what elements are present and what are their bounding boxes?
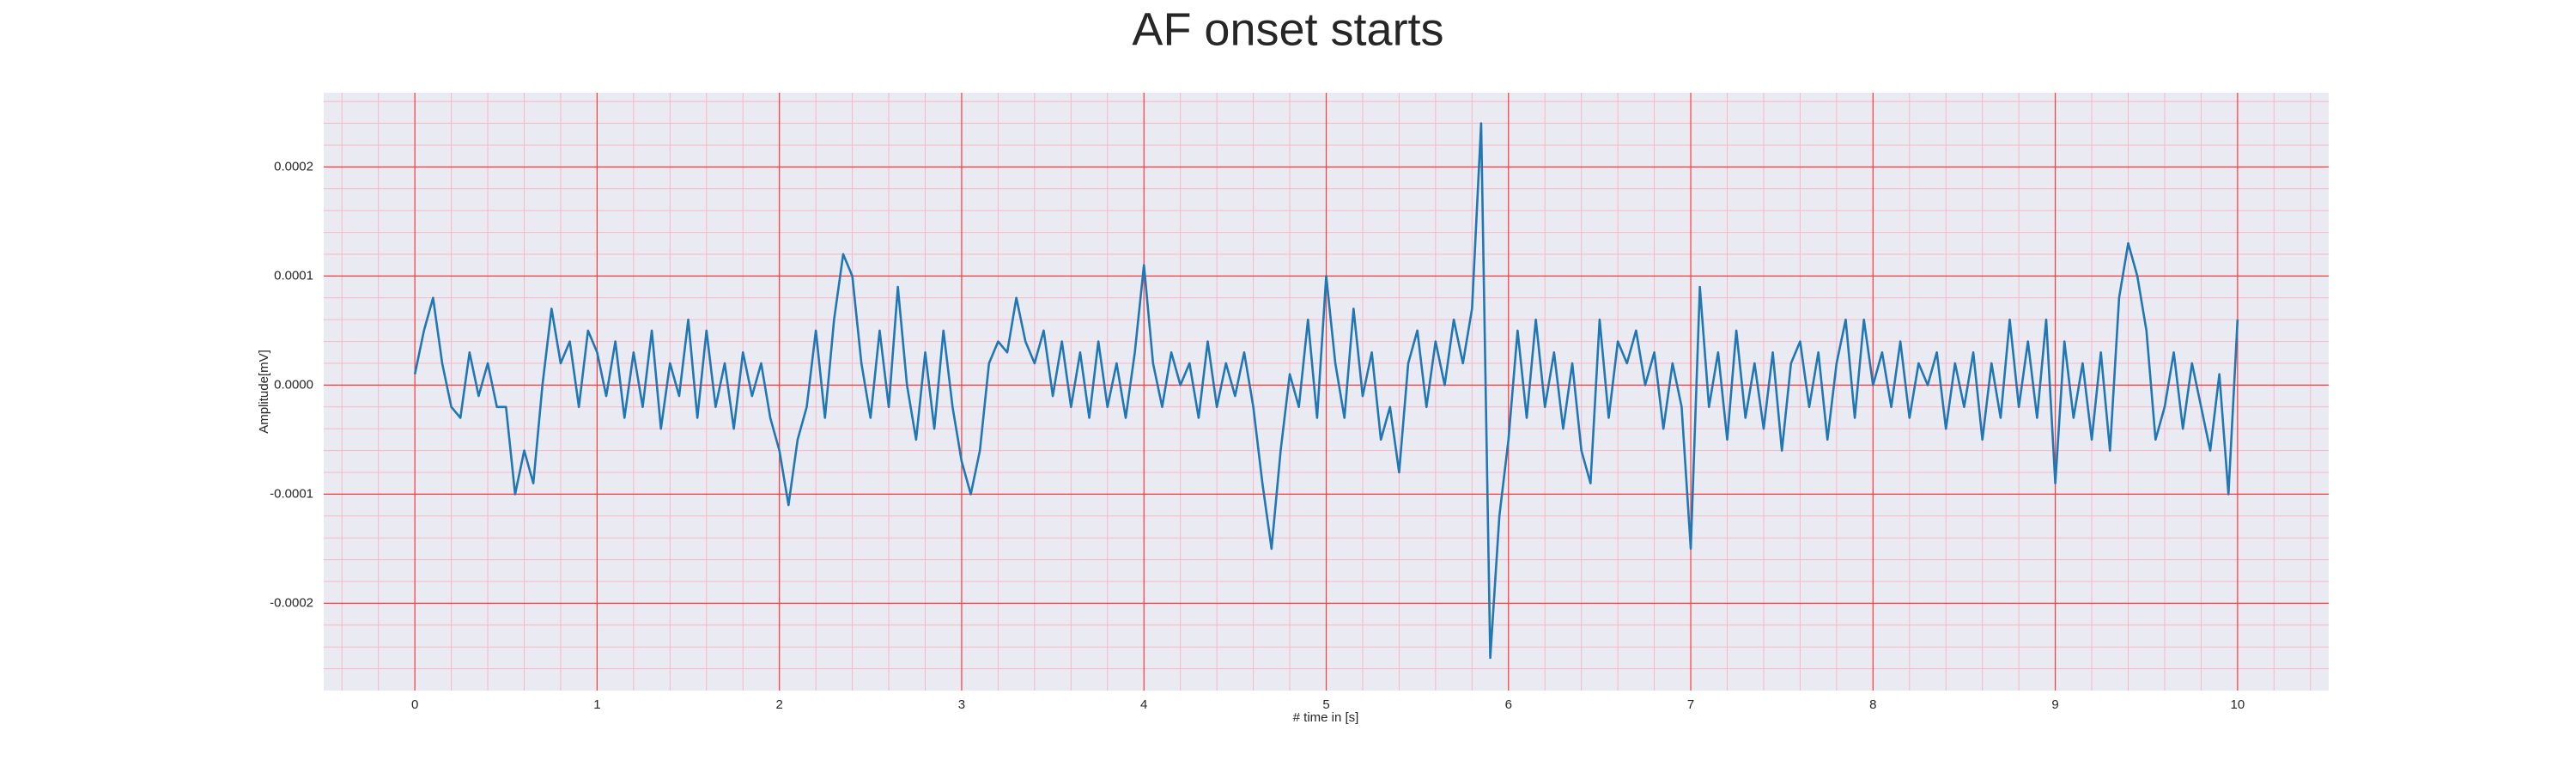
x-tick-label: 2 [776,697,783,712]
x-tick-label: 4 [1140,697,1147,712]
x-tick-label: 8 [1869,697,1876,712]
y-tick-label: 0.0000 [274,377,313,392]
x-tick-label: 7 [1687,697,1694,712]
x-tick-label: 6 [1505,697,1512,712]
x-tick-label: 3 [958,697,965,712]
x-tick-label: 0 [411,697,418,712]
y-tick-label: 0.0001 [274,268,313,283]
x-tick-label: 1 [593,697,600,712]
x-tick-label: 5 [1322,697,1329,712]
chart-title: AF onset starts [1132,3,1443,55]
x-tick-label: 9 [2051,697,2058,712]
y-tick-label: -0.0002 [270,595,313,610]
x-tick-label: 10 [2231,697,2245,712]
x-axis-label: # time in [s] [1293,710,1359,725]
signal-line [413,122,2239,660]
y-tick-label: -0.0001 [270,486,313,501]
y-tick-label: 0.0002 [274,159,313,173]
y-axis-label: Amplitude[mV] [257,350,271,434]
